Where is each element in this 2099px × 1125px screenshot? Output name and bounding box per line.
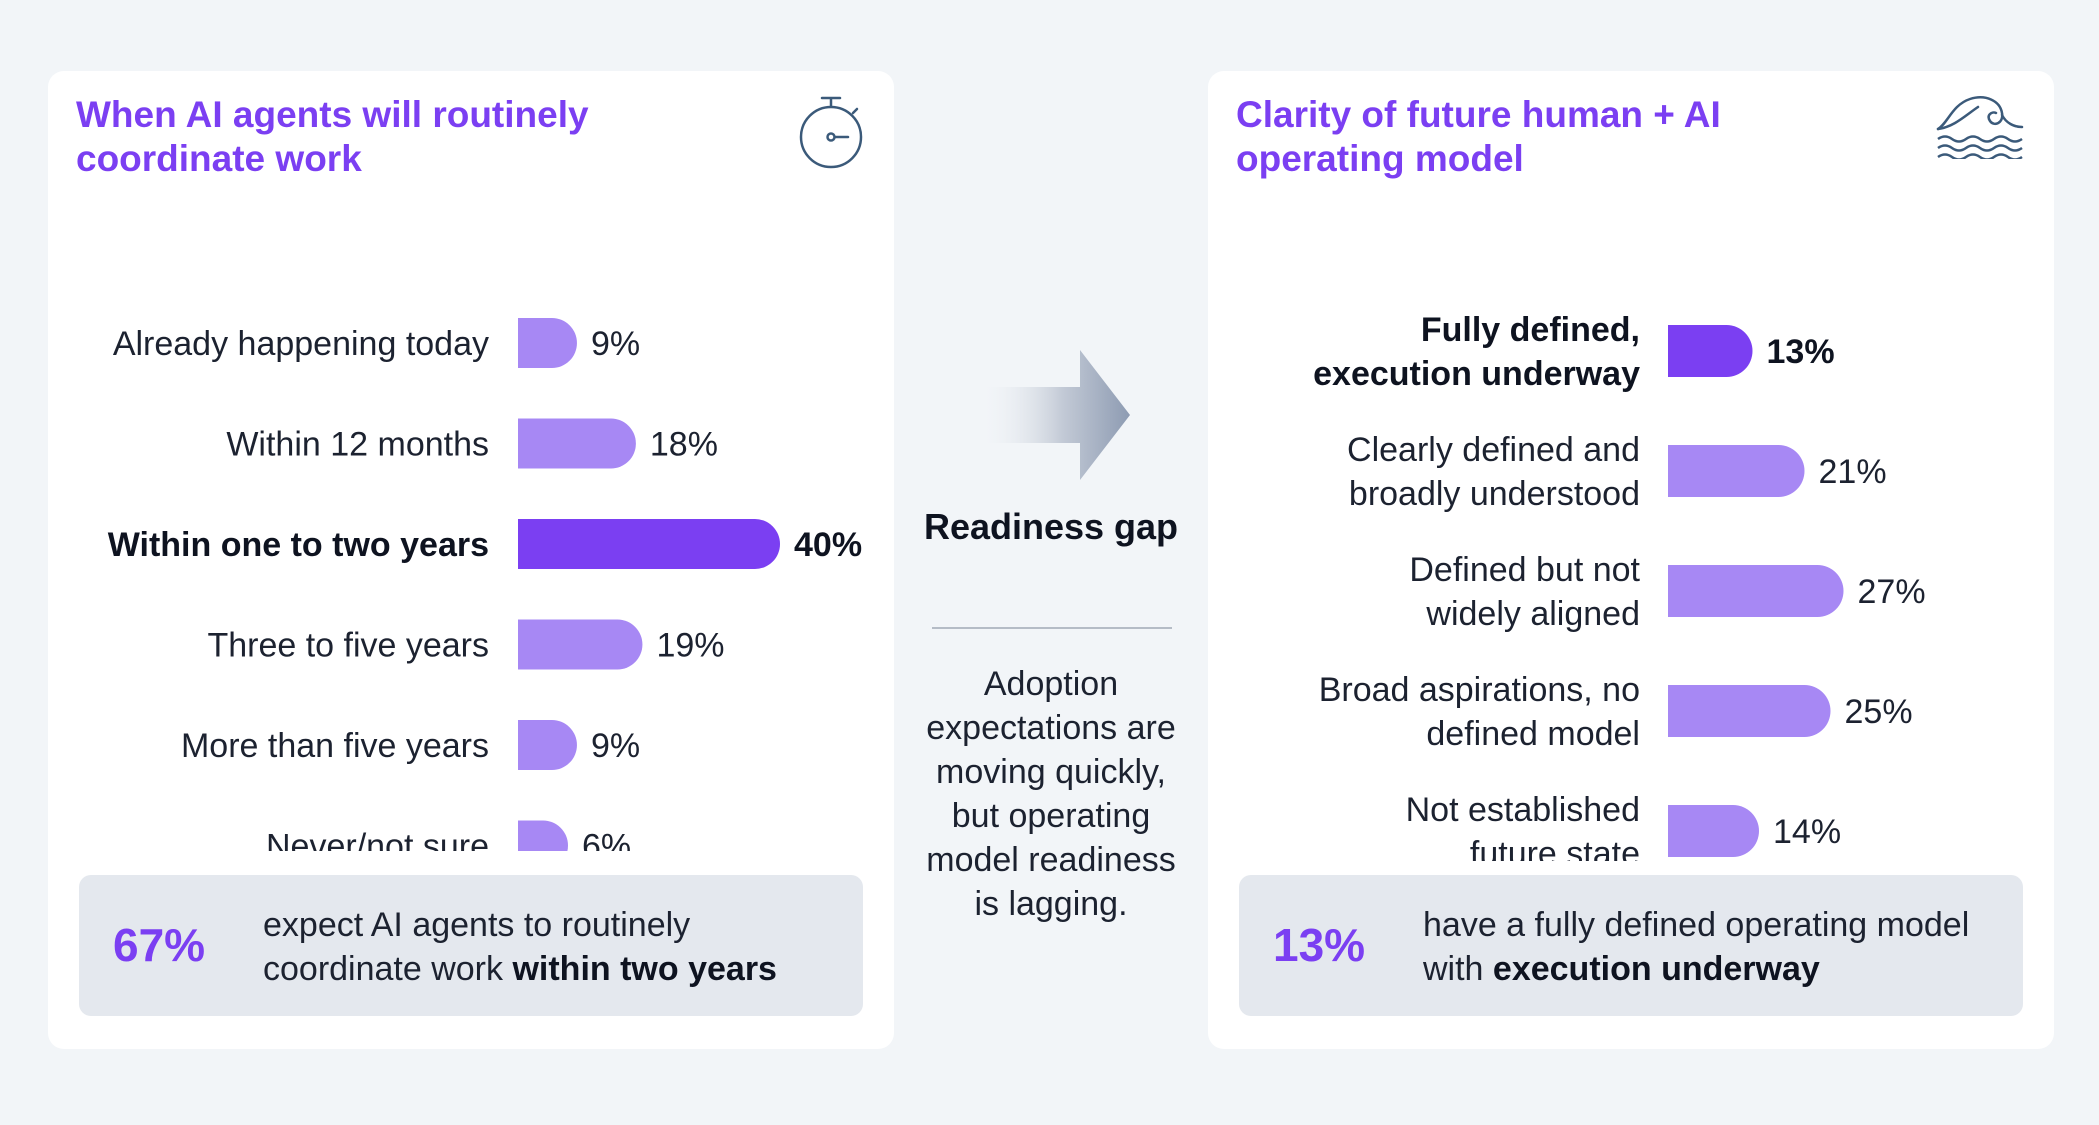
summary-text: have a fully defined operating model wit…: [1423, 903, 2003, 991]
category-label: Not established: [1406, 791, 1640, 829]
category-label: Fully defined,: [1421, 311, 1640, 349]
value-label: 25%: [1845, 693, 1913, 731]
summary-text-lead: expect AI agents to routinely coordinate…: [263, 906, 691, 988]
timing-card: When AI agents will routinely coordinate…: [48, 71, 894, 1049]
divider: [932, 627, 1172, 629]
wave-icon: [1934, 93, 2026, 164]
summary-percent: 67%: [113, 919, 206, 971]
bar: [1668, 325, 1753, 377]
operating-model-card: Clarity of future human + AI operating m…: [1208, 71, 2054, 1049]
timing-bar-chart: Already happening today 9% Within 12 month…: [108, 318, 862, 852]
category-label: Within 12 months: [226, 426, 489, 464]
card-title: Clarity of future human + AI operating m…: [1236, 94, 1721, 179]
value-label: 9%: [591, 325, 640, 363]
category-label: execution underway: [1313, 355, 1640, 393]
value-label: 21%: [1819, 453, 1887, 491]
value-label: 27%: [1858, 573, 1926, 611]
category-label: Broad aspirations, no: [1319, 671, 1640, 709]
summary-box: 67% expect AI agents to routinely coordi…: [79, 875, 863, 1016]
category-label: Within one to two years: [108, 526, 489, 564]
value-label: 18%: [650, 426, 718, 464]
category-label: Defined but not: [1409, 551, 1640, 589]
readiness-gap-title: Readiness gap: [923, 506, 1179, 547]
bar: [518, 318, 577, 368]
bar: [518, 820, 568, 851]
category-label: Clearly defined and: [1347, 431, 1640, 469]
bar: [518, 418, 636, 469]
category-label: future state: [1470, 835, 1640, 861]
category-label: broadly understood: [1349, 475, 1640, 513]
bar: [518, 519, 780, 569]
value-label: 13%: [1767, 333, 1835, 371]
summary-text: expect AI agents to routinely coordinate…: [263, 903, 843, 991]
category-label: Never/not sure: [266, 828, 489, 852]
stopwatch-icon: [796, 93, 866, 174]
value-label: 40%: [794, 526, 862, 564]
value-label: 6%: [582, 828, 631, 852]
category-label: Three to five years: [207, 627, 489, 665]
summary-box: 13% have a fully defined operating model…: [1239, 875, 2023, 1016]
bar: [1668, 445, 1805, 497]
category-label: widely aligned: [1425, 595, 1640, 633]
value-label: 14%: [1773, 813, 1841, 851]
readiness-gap-text: Adoption expectations are moving quickly…: [926, 665, 1176, 923]
bar: [1668, 685, 1831, 737]
summary-text-lead: have a fully defined operating model wit…: [1423, 906, 1970, 988]
bar: [518, 720, 577, 770]
category-label: Already happening today: [113, 325, 489, 363]
summary-percent: 13%: [1273, 919, 1366, 971]
operating-model-bar-chart: Fully defined, execution underway 13% Clear…: [1313, 311, 1926, 861]
category-label: defined model: [1426, 715, 1640, 753]
value-label: 19%: [656, 627, 724, 665]
arrow-right-icon: [980, 350, 1130, 485]
category-label: More than five years: [181, 727, 489, 765]
summary-text-emphasis: execution underway: [1492, 950, 1820, 988]
bar: [1668, 565, 1844, 617]
summary-text-emphasis: within two years: [512, 950, 777, 988]
bar: [518, 619, 643, 670]
bar: [1668, 805, 1759, 857]
value-label: 9%: [591, 727, 640, 765]
card-title: When AI agents will routinely coordinate…: [76, 94, 589, 179]
